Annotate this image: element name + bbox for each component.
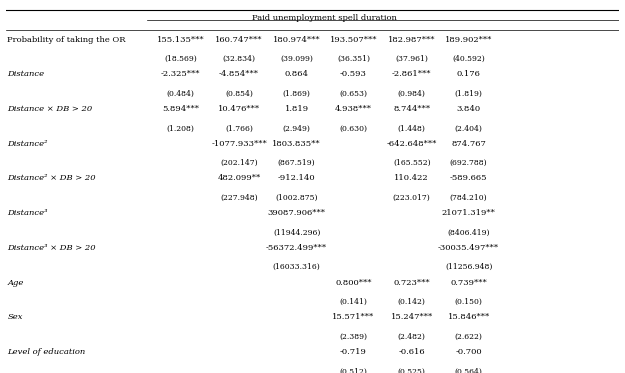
Text: 180.974***: 180.974*** <box>272 35 321 44</box>
Text: Level of education: Level of education <box>8 348 86 356</box>
Text: (202.147): (202.147) <box>220 159 258 167</box>
Text: 3.840: 3.840 <box>457 105 481 113</box>
Text: -589.665: -589.665 <box>450 175 488 182</box>
Text: (2.622): (2.622) <box>455 333 482 341</box>
Text: 15.571***: 15.571*** <box>332 313 374 322</box>
Text: 10.476***: 10.476*** <box>218 105 260 113</box>
Text: 189.902***: 189.902*** <box>445 35 493 44</box>
Text: 193.507***: 193.507*** <box>330 35 378 44</box>
Text: (0.512): (0.512) <box>339 367 367 373</box>
Text: (165.552): (165.552) <box>393 159 431 167</box>
Text: (0.653): (0.653) <box>339 90 367 98</box>
Text: 15.247***: 15.247*** <box>391 313 433 322</box>
Text: Distance³: Distance³ <box>8 209 48 217</box>
Text: (1.208): (1.208) <box>167 124 195 132</box>
Text: 155.135***: 155.135*** <box>157 35 204 44</box>
Text: -4.854***: -4.854*** <box>219 70 259 78</box>
Text: (16033.316): (16033.316) <box>272 263 321 271</box>
Text: (227.948): (227.948) <box>220 194 258 202</box>
Text: (2.949): (2.949) <box>282 124 311 132</box>
Text: -30035.497***: -30035.497*** <box>438 244 499 252</box>
Text: (692.788): (692.788) <box>450 159 488 167</box>
Text: (37.961): (37.961) <box>395 55 428 63</box>
Text: (0.854): (0.854) <box>225 90 253 98</box>
Text: 0.864: 0.864 <box>284 70 309 78</box>
Text: -912.140: -912.140 <box>278 175 316 182</box>
Text: (0.984): (0.984) <box>398 90 426 98</box>
Text: (1002.875): (1002.875) <box>276 194 318 202</box>
Text: -0.616: -0.616 <box>398 348 425 356</box>
Text: (784.210): (784.210) <box>450 194 488 202</box>
Text: 182.987***: 182.987*** <box>388 35 436 44</box>
Text: (18.569): (18.569) <box>164 55 197 63</box>
Text: 160.747***: 160.747*** <box>215 35 262 44</box>
Text: 482.099**: 482.099** <box>217 175 261 182</box>
Text: (39.099): (39.099) <box>280 55 313 63</box>
Text: (0.142): (0.142) <box>398 298 426 306</box>
Text: -2.325***: -2.325*** <box>161 70 201 78</box>
Text: -2.861***: -2.861*** <box>392 70 431 78</box>
Text: (223.017): (223.017) <box>393 194 431 202</box>
Text: 39087.906***: 39087.906*** <box>268 209 326 217</box>
Text: (1.869): (1.869) <box>282 90 311 98</box>
Text: (40.592): (40.592) <box>452 55 485 63</box>
Text: -1077.933***: -1077.933*** <box>211 140 267 148</box>
Text: 0.176: 0.176 <box>457 70 481 78</box>
Text: 110.422: 110.422 <box>394 175 429 182</box>
Text: (1.766): (1.766) <box>225 124 253 132</box>
Text: Distance × DB > 20: Distance × DB > 20 <box>8 105 92 113</box>
Text: -642.648***: -642.648*** <box>386 140 437 148</box>
Text: Sex: Sex <box>8 313 23 322</box>
Text: 4.938***: 4.938*** <box>335 105 372 113</box>
Text: 8.744***: 8.744*** <box>393 105 430 113</box>
Text: (0.484): (0.484) <box>167 90 195 98</box>
Text: (11256.948): (11256.948) <box>445 263 493 271</box>
Text: (2.482): (2.482) <box>398 333 426 341</box>
Text: Paid unemployment spell duration: Paid unemployment spell duration <box>253 14 398 22</box>
Text: 0.739***: 0.739*** <box>450 279 487 286</box>
Text: (0.150): (0.150) <box>455 298 482 306</box>
Text: 1.819: 1.819 <box>284 105 309 113</box>
Text: Age: Age <box>8 279 24 286</box>
Text: 5.894***: 5.894*** <box>162 105 199 113</box>
Text: 874.767: 874.767 <box>451 140 486 148</box>
Text: -0.700: -0.700 <box>456 348 482 356</box>
Text: (36.351): (36.351) <box>337 55 370 63</box>
Text: (0.525): (0.525) <box>398 367 426 373</box>
Text: (0.141): (0.141) <box>339 298 367 306</box>
Text: (1.819): (1.819) <box>455 90 482 98</box>
Text: (0.630): (0.630) <box>339 124 367 132</box>
Text: (1.448): (1.448) <box>398 124 426 132</box>
Text: Distance³ × DB > 20: Distance³ × DB > 20 <box>8 244 96 252</box>
Text: (2.389): (2.389) <box>339 333 367 341</box>
Text: -0.593: -0.593 <box>340 70 367 78</box>
Text: Distance² × DB > 20: Distance² × DB > 20 <box>8 175 96 182</box>
Text: (867.519): (867.519) <box>278 159 316 167</box>
Text: (11944.296): (11944.296) <box>273 229 320 236</box>
Text: (0.564): (0.564) <box>455 367 482 373</box>
Text: Distance: Distance <box>8 70 44 78</box>
Text: 0.723***: 0.723*** <box>393 279 430 286</box>
Text: -0.719: -0.719 <box>340 348 367 356</box>
Text: (8406.419): (8406.419) <box>448 229 490 236</box>
Text: -56372.499***: -56372.499*** <box>266 244 327 252</box>
Text: 1803.835**: 1803.835** <box>272 140 321 148</box>
Text: 21071.319**: 21071.319** <box>442 209 496 217</box>
Text: (2.404): (2.404) <box>455 124 482 132</box>
Text: 15.846***: 15.846*** <box>448 313 490 322</box>
Text: (32.834): (32.834) <box>222 55 256 63</box>
Text: Distance²: Distance² <box>8 140 48 148</box>
Text: Probability of taking the OR: Probability of taking the OR <box>8 35 126 44</box>
Text: 0.800***: 0.800*** <box>335 279 372 286</box>
